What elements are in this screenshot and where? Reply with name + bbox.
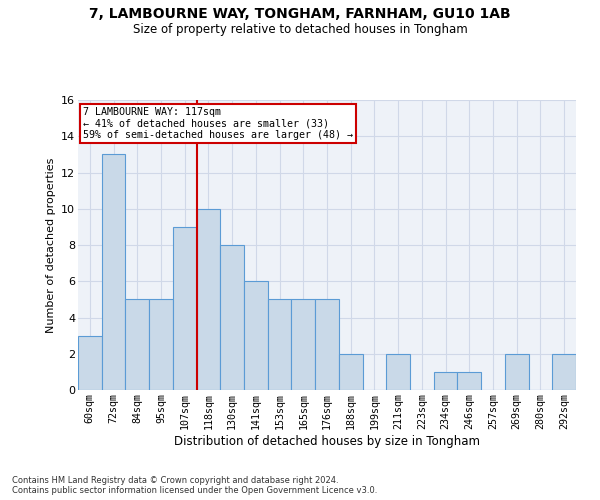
Text: Contains HM Land Registry data © Crown copyright and database right 2024.
Contai: Contains HM Land Registry data © Crown c…: [12, 476, 377, 495]
Bar: [173, 227, 197, 390]
Bar: [78, 336, 102, 390]
Y-axis label: Number of detached properties: Number of detached properties: [46, 158, 56, 332]
Text: Size of property relative to detached houses in Tongham: Size of property relative to detached ho…: [133, 22, 467, 36]
Bar: [434, 372, 457, 390]
Text: Distribution of detached houses by size in Tongham: Distribution of detached houses by size …: [174, 435, 480, 448]
Bar: [268, 300, 292, 390]
Bar: [125, 300, 149, 390]
Bar: [457, 372, 481, 390]
Bar: [197, 209, 220, 390]
Bar: [386, 354, 410, 390]
Bar: [220, 245, 244, 390]
Bar: [339, 354, 362, 390]
Text: 7 LAMBOURNE WAY: 117sqm
← 41% of detached houses are smaller (33)
59% of semi-de: 7 LAMBOURNE WAY: 117sqm ← 41% of detache…: [83, 108, 353, 140]
Text: 7, LAMBOURNE WAY, TONGHAM, FARNHAM, GU10 1AB: 7, LAMBOURNE WAY, TONGHAM, FARNHAM, GU10…: [89, 8, 511, 22]
Bar: [149, 300, 173, 390]
Bar: [505, 354, 529, 390]
Bar: [102, 154, 125, 390]
Bar: [244, 281, 268, 390]
Bar: [292, 300, 315, 390]
Bar: [315, 300, 339, 390]
Bar: [552, 354, 576, 390]
